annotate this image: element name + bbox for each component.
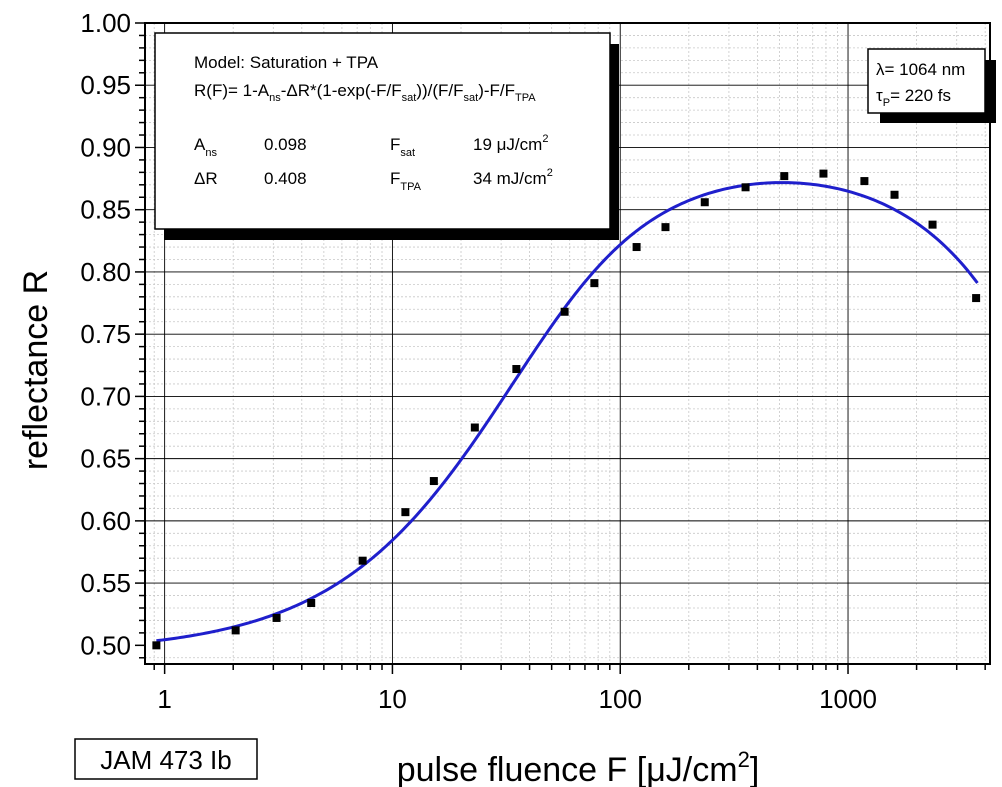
data-point <box>401 508 410 517</box>
y-tick-label: 1.00 <box>80 8 131 38</box>
y-tick-label: 0.85 <box>80 195 131 225</box>
data-point <box>272 613 281 622</box>
data-point <box>928 220 937 229</box>
x-tick-label: 100 <box>599 684 642 714</box>
y-axis-title: reflectance R <box>17 270 55 470</box>
param-name: FTPA <box>390 169 422 193</box>
fit-curve-layer <box>156 181 979 643</box>
y-tick-label: 0.95 <box>80 70 131 100</box>
grid <box>145 23 990 664</box>
model-formula: R(F)= 1-Ans-ΔR*(1-exp(-F/Fsat))/(F/Fsat)… <box>194 81 536 104</box>
data-point <box>632 243 641 252</box>
data-point <box>470 423 479 432</box>
data-point <box>661 223 670 232</box>
sample-id-frame <box>74 738 258 780</box>
data-point <box>429 477 438 486</box>
model-info-box: Model: Saturation + TPA R(F)= 1-Ans-ΔR*(… <box>154 32 619 240</box>
model-title: Model: Saturation + TPA <box>194 53 379 72</box>
fit-curve <box>156 181 979 643</box>
param-name: Fsat <box>390 135 415 159</box>
sample-id-text: JAM 473 Ib <box>100 745 232 775</box>
conditions-box: λ= 1064 nm τP= 220 fs <box>867 48 996 123</box>
data-point <box>590 279 599 288</box>
x-tick-label: 1000 <box>819 684 877 714</box>
data-point <box>741 183 750 192</box>
param-value: 19 μJ/cm2 <box>473 133 548 154</box>
param-name: ΔR <box>194 169 218 188</box>
param-value: 0.098 <box>264 135 307 154</box>
y-tick-label: 0.75 <box>80 319 131 349</box>
plot-frame <box>144 22 991 665</box>
wavelength-label: λ= 1064 nm <box>876 60 965 79</box>
x-tick-label: 1 <box>157 684 171 714</box>
data-point <box>231 626 240 635</box>
y-tick-label: 0.70 <box>80 381 131 411</box>
data-point <box>972 294 981 303</box>
data-point <box>700 198 709 207</box>
data-point <box>512 365 521 374</box>
model-parameters: Ans 0.098 ΔR 0.408 Fsat 19 μJ/cm2 FTPA 34 mJ/cm… <box>194 133 553 193</box>
y-tick-label: 0.60 <box>80 506 131 536</box>
conditions-box-frame <box>867 48 986 114</box>
y-tick-label: 0.55 <box>80 568 131 598</box>
axis-tick-labels: 0.50 0.55 0.60 0.65 0.70 0.75 0.80 0.85 0.90 0.95… <box>80 8 877 714</box>
sample-id-box: JAM 473 Ib <box>74 738 258 780</box>
x-tick-label: 10 <box>378 684 407 714</box>
data-point <box>890 190 899 199</box>
data-point <box>152 641 161 650</box>
data-points <box>152 169 981 650</box>
y-tick-label: 0.80 <box>80 257 131 287</box>
x-axis-title: pulse fluence F [μJ/cm2] <box>397 747 760 787</box>
model-box-frame <box>154 32 611 230</box>
data-point <box>358 556 367 565</box>
y-tick-label: 0.65 <box>80 444 131 474</box>
data-point <box>780 172 789 181</box>
y-tick-label: 0.50 <box>80 630 131 660</box>
y-tick-label: 0.90 <box>80 132 131 162</box>
param-name: Ans <box>194 135 217 159</box>
axis-ticks <box>135 22 986 674</box>
data-point <box>860 177 869 186</box>
param-value: 34 mJ/cm2 <box>473 167 553 188</box>
data-point <box>560 307 569 316</box>
data-point <box>819 169 828 178</box>
pulse-duration-label: τP= 220 fs <box>876 86 951 109</box>
data-point <box>307 599 316 608</box>
param-value: 0.408 <box>264 169 307 188</box>
